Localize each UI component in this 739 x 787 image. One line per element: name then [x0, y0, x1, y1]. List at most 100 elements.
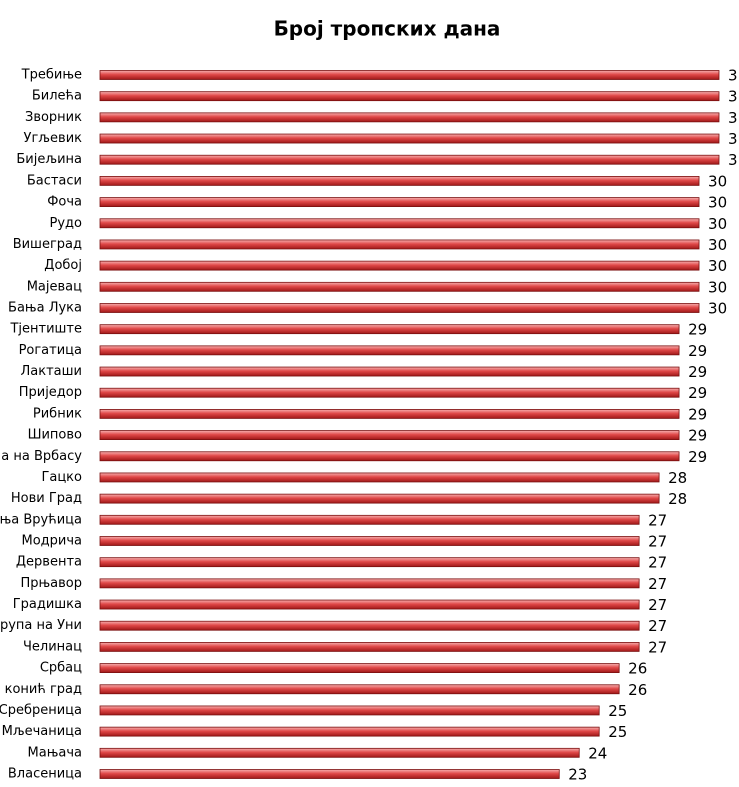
bar: [99, 409, 680, 419]
bar: [99, 91, 720, 102]
value-label: 30: [708, 236, 727, 254]
value-label: 25: [608, 723, 627, 741]
value-label: 27: [648, 554, 667, 572]
y-tick-label: Сребреница: [0, 703, 82, 718]
value-label: 30: [708, 215, 727, 233]
bar: [99, 112, 720, 123]
bar: [99, 239, 700, 250]
value-label: 23: [568, 766, 587, 784]
y-tick-label: конић град: [5, 682, 82, 697]
bar: [99, 133, 720, 144]
bar: [99, 324, 680, 335]
bar: [99, 726, 600, 737]
y-tick-label: Прњавор: [20, 576, 82, 591]
bar: [99, 472, 660, 483]
bar: [99, 197, 700, 207]
y-tick-label: Рибник: [33, 406, 82, 421]
value-label: 27: [648, 638, 667, 656]
bar: [99, 705, 600, 716]
value-label: 30: [708, 172, 727, 190]
bar: [99, 599, 640, 610]
y-tick-label: Лакташи: [21, 364, 82, 379]
bar: [99, 578, 640, 589]
y-tick-label: Приједор: [19, 385, 82, 400]
bar: [99, 620, 640, 631]
y-tick-label: Мљечаница: [2, 724, 82, 739]
y-tick-label: Рудо: [50, 216, 83, 231]
y-tick-label: Вишеград: [13, 237, 82, 252]
y-tick-label: Бастаси: [27, 173, 82, 188]
value-label: 26: [628, 660, 647, 678]
value-label: 29: [688, 384, 707, 402]
y-tick-label: Добој: [44, 258, 82, 273]
y-tick-label: Фоча: [47, 195, 82, 210]
bar: [99, 154, 720, 165]
value-label: 30: [708, 194, 727, 212]
value-label: 30: [708, 300, 727, 318]
y-tick-label: Гацко: [41, 470, 82, 485]
bar: [99, 451, 680, 462]
value-label: 27: [648, 575, 667, 593]
y-tick-label: Дервента: [16, 555, 82, 570]
bar: [99, 260, 700, 271]
bar: [99, 281, 700, 292]
value-label: 27: [648, 533, 667, 551]
value-label: 27: [648, 511, 667, 529]
value-label: 28: [668, 469, 687, 487]
value-label: 31: [728, 88, 739, 106]
y-tick-label: а на Врбасу: [1, 449, 82, 464]
bar: [99, 70, 720, 80]
bar: [99, 303, 700, 313]
bar: [99, 176, 700, 186]
y-tick-label: Бијељина: [16, 152, 82, 167]
y-tick-label: Угљевик: [24, 131, 83, 146]
bar: [99, 493, 660, 504]
value-label: 31: [728, 130, 739, 148]
y-tick-label: Шипово: [28, 428, 82, 443]
bar: [99, 536, 640, 546]
value-label: 30: [708, 278, 727, 296]
value-label: 31: [728, 67, 739, 85]
value-label: 30: [708, 257, 727, 275]
value-label: 27: [648, 596, 667, 614]
value-label: 24: [588, 744, 607, 762]
y-tick-label: Тјентиште: [9, 322, 82, 337]
value-label: 26: [628, 681, 647, 699]
y-tick-label: Мајевац: [27, 279, 82, 294]
y-tick-label: рупа на Уни: [0, 618, 82, 633]
value-label: 29: [688, 405, 707, 423]
bar: [99, 430, 680, 440]
value-label: 25: [608, 702, 627, 720]
y-tick-label: Бања Лука: [8, 301, 82, 316]
bar: [99, 747, 580, 758]
value-label: 31: [728, 151, 739, 169]
bar: [99, 387, 680, 398]
y-tick-label: Челинац: [23, 639, 82, 654]
bar: [99, 642, 640, 652]
value-label: 31: [728, 109, 739, 127]
value-label: 28: [668, 490, 687, 508]
y-tick-label: Рогатица: [19, 343, 82, 358]
chart-title: Број тропских дана: [274, 17, 501, 41]
value-label: 29: [688, 321, 707, 339]
value-label: 29: [688, 342, 707, 360]
bar: [99, 557, 640, 568]
bar: [99, 218, 700, 229]
y-tick-label: Нови Град: [11, 491, 82, 506]
y-tick-label: Билећа: [32, 89, 82, 104]
y-tick-label: Требиње: [21, 68, 82, 83]
bar: [99, 366, 680, 377]
y-tick-label: Модрича: [21, 534, 82, 549]
value-label: 29: [688, 363, 707, 381]
y-tick-label: Градишка: [13, 597, 82, 612]
y-tick-label: Србац: [40, 661, 82, 676]
value-label: 29: [688, 448, 707, 466]
bar: [99, 663, 620, 673]
bar: [99, 514, 640, 525]
y-tick-label: Мањача: [28, 745, 82, 760]
bar: [99, 345, 680, 356]
y-tick-label: ња Врућица: [0, 512, 82, 527]
y-tick-label: Зворник: [25, 110, 82, 125]
value-label: 29: [688, 427, 707, 445]
